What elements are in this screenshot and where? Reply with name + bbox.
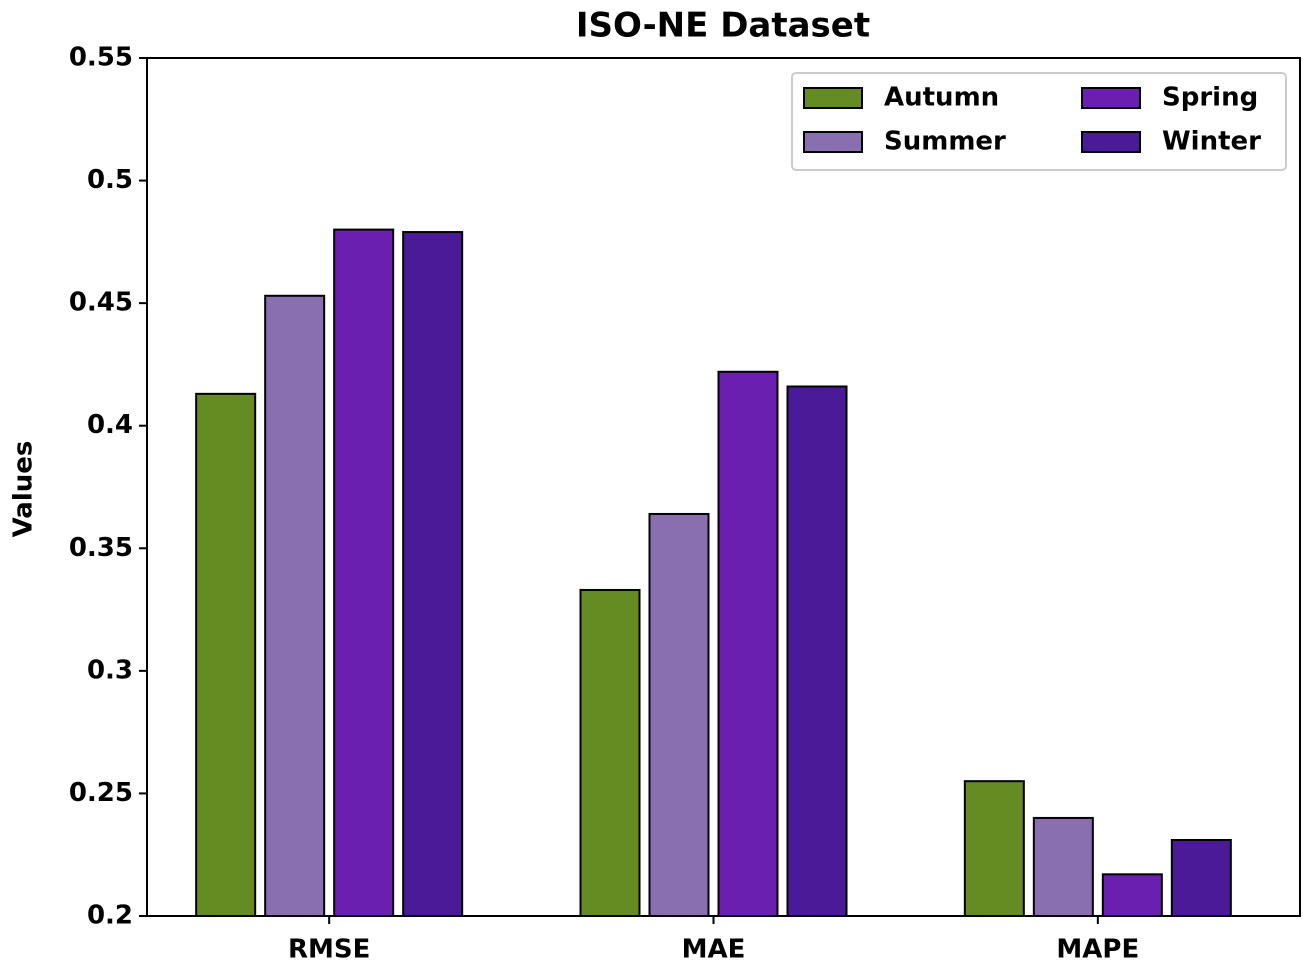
legend-box (791, 72, 1287, 171)
bar (402, 231, 464, 917)
legend-label: Summer (884, 127, 1006, 157)
bar (333, 228, 395, 918)
y-tick-label: 0.55 (69, 43, 133, 73)
y-tick-label: 0.5 (87, 165, 133, 195)
bar (579, 588, 641, 918)
bar (195, 392, 257, 917)
bar (1101, 873, 1163, 918)
x-tick-label: MAE (682, 935, 746, 964)
y-tick-label: 0.25 (69, 778, 133, 808)
bar (264, 294, 326, 917)
legend-label: Spring (1162, 83, 1258, 113)
x-tick-label: MAPE (1056, 935, 1139, 964)
bar (648, 512, 710, 917)
legend-swatch (1081, 87, 1141, 109)
y-tick-label: 0.45 (69, 288, 133, 318)
legend-swatch (803, 131, 863, 153)
legend-label: Autumn (884, 83, 999, 113)
bar (963, 780, 1025, 918)
y-tick-label: 0.4 (87, 410, 133, 440)
y-tick-label: 0.3 (87, 655, 133, 685)
plot-frame (146, 57, 1301, 917)
legend-label: Winter (1162, 127, 1261, 157)
y-axis-label: Values (9, 441, 39, 538)
chart-title: ISO-NE Dataset (576, 6, 870, 46)
y-tick-label: 0.35 (69, 533, 133, 563)
bar (1170, 839, 1232, 918)
bar (1032, 816, 1094, 918)
y-tick-label: 0.2 (87, 901, 133, 931)
legend-swatch (803, 87, 863, 109)
x-tick-label: RMSE (288, 935, 370, 964)
legend-swatch (1081, 131, 1141, 153)
bar (786, 385, 848, 917)
bar (717, 370, 779, 918)
